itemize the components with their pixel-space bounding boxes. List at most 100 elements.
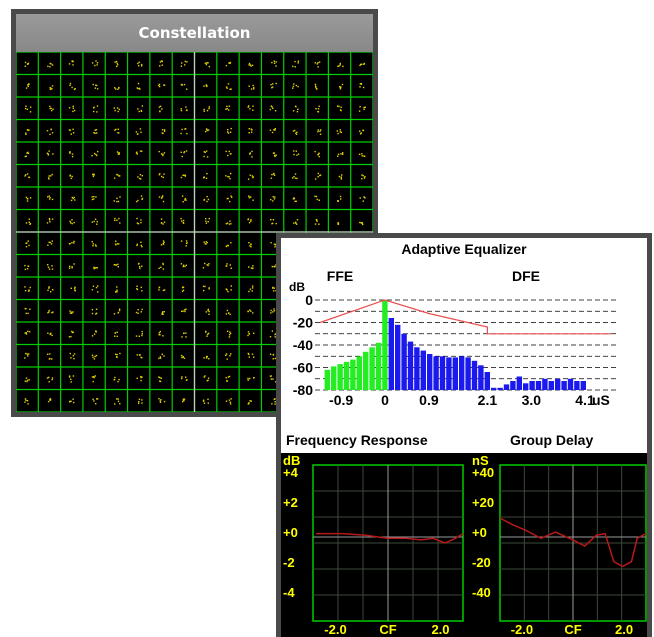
constellation-point — [70, 381, 72, 383]
constellation-point — [203, 402, 206, 404]
constellation-point — [295, 132, 297, 134]
constellation-point — [184, 199, 186, 201]
constellation-point — [49, 88, 52, 91]
constellation-point — [182, 398, 185, 400]
constellation-point — [26, 242, 28, 244]
constellation-point — [273, 152, 276, 154]
constellation-point — [163, 400, 166, 403]
constellation-point — [363, 177, 366, 179]
dfe-bar — [414, 347, 420, 391]
constellation-point — [205, 128, 208, 130]
constellation-point — [231, 196, 233, 198]
eq-envelope-line — [319, 299, 611, 335]
constellation-point — [208, 310, 210, 313]
constellation-point — [273, 265, 275, 268]
constellation-point — [91, 155, 93, 157]
constellation-point — [336, 105, 339, 107]
constellation-point — [230, 353, 232, 355]
constellation-point — [138, 262, 140, 265]
constellation-point — [159, 357, 162, 359]
constellation-point — [140, 241, 142, 243]
constellation-point — [141, 63, 143, 66]
constellation-point — [273, 398, 275, 401]
dfe-bar — [567, 378, 574, 391]
constellation-point — [319, 174, 321, 177]
constellation-point — [24, 107, 27, 110]
constellation-point — [140, 109, 142, 112]
constellation-point — [116, 64, 119, 66]
constellation-point — [337, 155, 339, 157]
constellation-point — [50, 243, 53, 245]
constellation-point — [229, 220, 231, 222]
constellation-point — [160, 377, 162, 379]
constellation-point — [28, 244, 30, 247]
group-delay-plot: nS +40 +20 +0 -20 -40 -2.0 CF 2.0 — [472, 453, 647, 637]
fr-x-tick: -2.0 — [324, 622, 346, 637]
constellation-point — [272, 152, 275, 154]
constellation-point — [163, 84, 166, 86]
constellation-point — [47, 400, 50, 403]
constellation-point — [225, 245, 228, 248]
constellation-point — [91, 335, 94, 337]
constellation-point — [340, 177, 342, 179]
constellation-point — [184, 60, 186, 63]
constellation-point — [272, 311, 274, 313]
constellation-point — [162, 153, 164, 155]
constellation-point — [202, 400, 205, 402]
constellation-point — [228, 375, 231, 378]
constellation-point — [250, 131, 253, 133]
constellation-point — [48, 286, 50, 288]
constellation-point — [138, 335, 140, 337]
constellation-point — [136, 217, 138, 220]
constellation-point — [141, 246, 143, 248]
constellation-point — [204, 243, 206, 245]
constellation-point — [341, 153, 344, 155]
constellation-point — [203, 85, 205, 87]
constellation-point — [138, 61, 140, 63]
constellation-point — [27, 151, 29, 154]
constellation-point — [49, 62, 51, 65]
constellation-point — [208, 65, 210, 68]
constellation-point — [117, 398, 119, 400]
constellation-point — [185, 128, 187, 130]
constellation-point — [117, 174, 119, 176]
constellation-point — [250, 267, 253, 269]
constellation-point — [205, 150, 208, 152]
constellation-point — [251, 285, 254, 287]
constellation-point — [314, 150, 316, 153]
constellation-point — [250, 243, 252, 245]
constellation-point — [73, 88, 76, 91]
constellation-point — [274, 403, 276, 405]
constellation-point — [49, 66, 51, 68]
constellation-point — [294, 200, 296, 203]
constellation-point — [27, 129, 29, 132]
dfe-bar — [529, 381, 535, 390]
constellation-point — [226, 380, 228, 382]
constellation-point — [162, 240, 165, 242]
constellation-point — [51, 88, 53, 90]
constellation-point — [47, 244, 49, 246]
constellation-point — [270, 312, 272, 314]
constellation-point — [271, 403, 273, 405]
constellation-point — [92, 356, 94, 358]
eq-x-tick-labels: -0.9 0 0.9 2.1 3.0 4.1 — [329, 392, 595, 408]
constellation-point — [137, 133, 139, 135]
constellation-point — [294, 129, 296, 132]
constellation-point — [139, 267, 141, 269]
constellation-point — [139, 174, 142, 176]
constellation-point — [186, 132, 188, 135]
constellation-point — [51, 377, 54, 379]
constellation-point — [27, 62, 30, 65]
constellation-point — [272, 107, 274, 109]
constellation-point — [314, 62, 316, 64]
constellation-point — [180, 65, 183, 67]
constellation-point — [251, 353, 254, 355]
dfe-bar — [491, 387, 497, 391]
constellation-point — [24, 155, 26, 158]
constellation-point — [181, 376, 183, 378]
dfe-bar — [420, 350, 426, 390]
constellation-point — [205, 220, 207, 222]
constellation-point — [270, 309, 272, 312]
constellation-point — [363, 106, 365, 109]
constellation-point — [160, 244, 163, 246]
